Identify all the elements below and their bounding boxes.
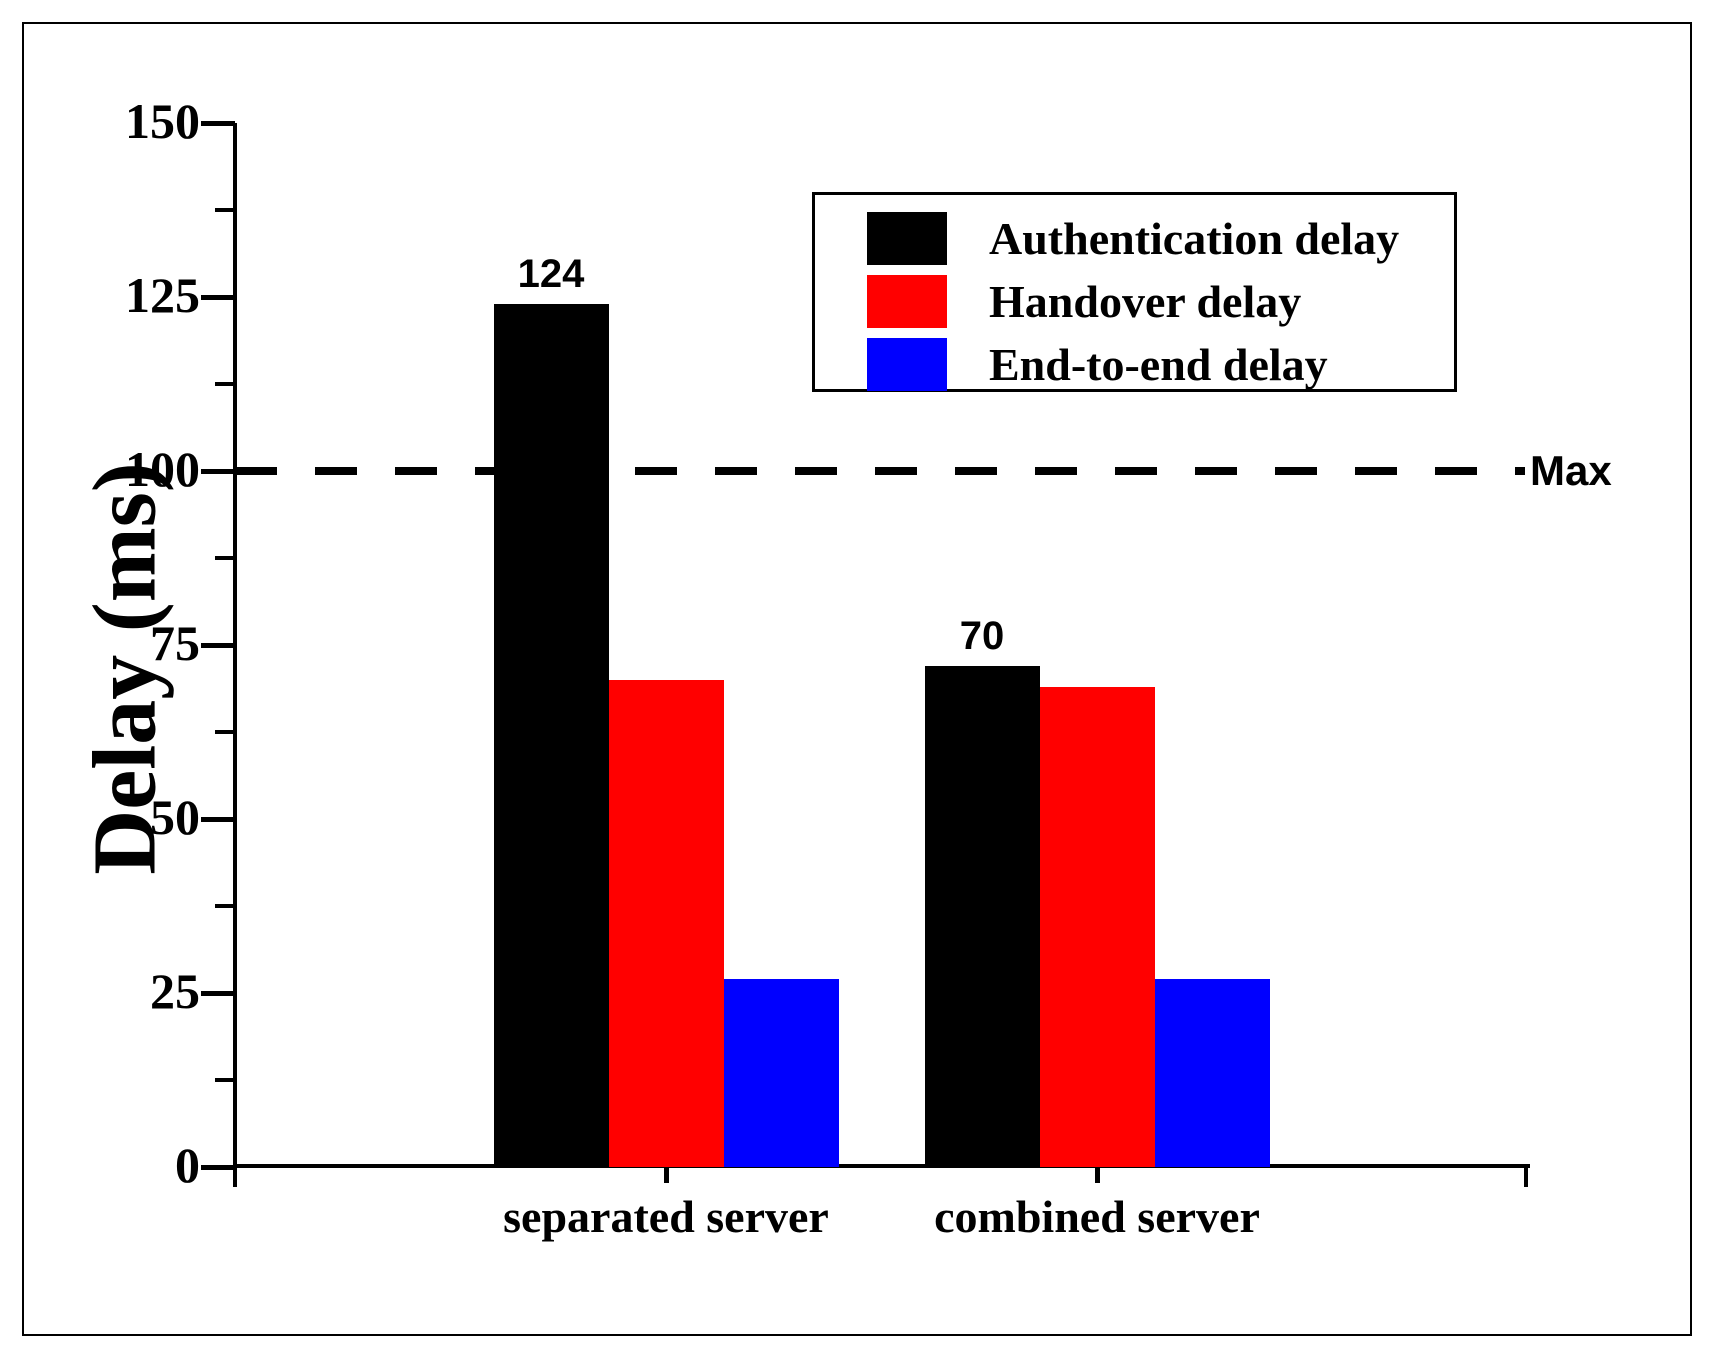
y-axis-major-tick	[201, 1165, 235, 1170]
y-axis-major-tick	[201, 643, 235, 648]
bar-authentication-delay-separated-server	[493, 303, 609, 1167]
y-axis-tick-label: 50	[150, 789, 200, 845]
legend-swatch-handover-delay	[867, 275, 947, 328]
legend-swatch-authentication-delay	[867, 212, 947, 265]
legend-label-handover-delay: Handover delay	[989, 275, 1302, 327]
bar-value-label: 70	[959, 613, 1005, 658]
max-reference-line	[235, 467, 1525, 475]
y-axis-minor-tick	[215, 556, 235, 560]
y-axis-major-tick	[201, 991, 235, 996]
legend-swatch-end-to-end-delay	[867, 338, 947, 391]
x-axis-tick	[1095, 1167, 1100, 1183]
x-axis-end-tick	[1524, 1167, 1528, 1187]
y-axis-tick-label: 25	[150, 963, 200, 1019]
y-axis-tick-label: 150	[125, 93, 200, 149]
y-axis-major-tick	[201, 817, 235, 822]
legend-label-authentication-delay: Authentication delay	[989, 212, 1400, 264]
x-category-label-combined-server: combined server	[934, 1191, 1260, 1242]
legend-item-authentication-delay: Authentication delay	[867, 212, 1454, 265]
bar-handover-delay-combined-server	[1039, 686, 1155, 1167]
y-axis-major-tick	[201, 295, 235, 300]
plot-area: Delay (ms) separated server combined ser…	[76, 96, 1612, 1242]
figure-border	[22, 22, 1692, 1336]
y-axis-major-tick	[201, 121, 235, 126]
y-axis-tick-label: 125	[125, 267, 200, 323]
bar-authentication-delay-combined-server	[924, 665, 1040, 1167]
y-axis-minor-tick	[215, 730, 235, 734]
y-axis-minor-tick	[215, 208, 235, 212]
legend: Authentication delay Handover delay End-…	[812, 192, 1457, 392]
bar-value-label: 124	[517, 251, 585, 296]
y-axis-minor-tick	[215, 904, 235, 908]
legend-item-end-to-end-delay: End-to-end delay	[867, 338, 1454, 391]
y-axis-major-tick	[201, 469, 235, 474]
bar-handover-delay-separated-server	[608, 679, 724, 1167]
y-axis-tick-label: 75	[150, 615, 200, 671]
y-axis-tick-label: 100	[125, 441, 200, 497]
legend-item-handover-delay: Handover delay	[867, 275, 1454, 328]
bar-end-to-end-delay-separated-server	[723, 979, 839, 1167]
max-reference-label: Max	[1530, 447, 1612, 494]
y-axis-tick-label: 0	[175, 1137, 200, 1193]
y-axis-minor-tick	[215, 1078, 235, 1082]
y-axis-minor-tick	[215, 382, 235, 386]
x-axis-spine	[233, 1164, 1530, 1168]
bar-end-to-end-delay-combined-server	[1154, 979, 1270, 1167]
x-category-label-separated-server: separated server	[503, 1191, 829, 1242]
y-axis-spine	[233, 123, 237, 1187]
x-axis-tick	[664, 1167, 669, 1183]
legend-label-end-to-end-delay: End-to-end delay	[989, 338, 1328, 390]
